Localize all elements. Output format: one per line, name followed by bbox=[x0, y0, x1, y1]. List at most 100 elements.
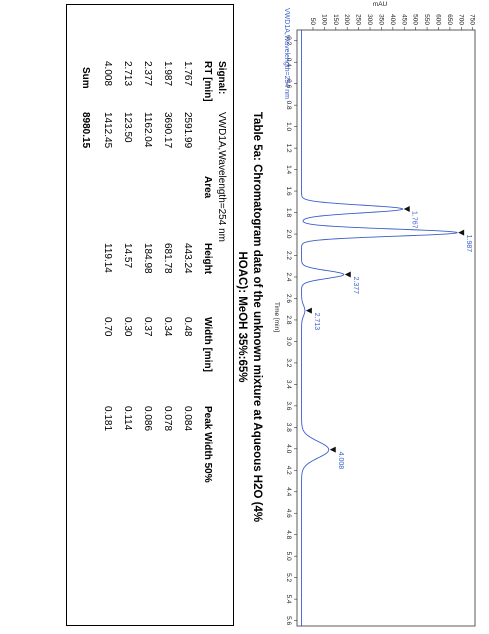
x-tick-label: 1.6 bbox=[285, 187, 292, 196]
x-tick-label: 4.6 bbox=[285, 509, 292, 518]
cell-rt: 2.713 bbox=[122, 61, 133, 87]
header-area: Area bbox=[202, 176, 213, 199]
cell-width: 0.30 bbox=[122, 317, 133, 337]
x-tick-label: 0.8 bbox=[285, 101, 292, 110]
cell-peak-width: 0.181 bbox=[102, 406, 113, 432]
x-tick-label: 3.6 bbox=[285, 401, 292, 410]
cell-peak-width: 0.084 bbox=[182, 406, 193, 432]
chart-legend: VWD1A,Wavelength=254 nm bbox=[283, 8, 290, 99]
cell-rt: 2.377 bbox=[142, 61, 153, 87]
cell-height: 681.78 bbox=[162, 243, 173, 274]
cell-width: 0.34 bbox=[162, 317, 173, 337]
y-axis-title: mAU bbox=[373, 1, 388, 8]
x-tick-label: 5.4 bbox=[285, 595, 292, 604]
y-tick-label: 300 bbox=[366, 14, 373, 25]
y-tick-label: 50 bbox=[309, 18, 316, 26]
header-width: Width [min] bbox=[202, 317, 213, 372]
x-tick-label: 2.2 bbox=[285, 251, 292, 260]
cell-height: 443.24 bbox=[182, 243, 193, 274]
x-tick-label: 0.2 bbox=[285, 36, 292, 45]
header-height: Height bbox=[202, 243, 213, 275]
chromatogram-table: Signal: VWD1A,Wavelength=254 nm RT [min]… bbox=[66, 4, 234, 626]
y-tick-label: 250 bbox=[355, 14, 362, 25]
y-tick-label: 150 bbox=[332, 14, 339, 25]
chromatogram-chart: 0.2 0.4 0.6 0.8 1.0 1.2 1.4 1.6 1.8 2.0 2.2 2.4 2.6 2… bbox=[269, 0, 489, 634]
cell-width: 0.37 bbox=[142, 317, 153, 337]
cell-peak-width: 0.086 bbox=[142, 406, 153, 432]
cell-rt: 4.008 bbox=[102, 61, 113, 87]
sum-label: Sum bbox=[80, 67, 91, 89]
x-tick-label: 4.8 bbox=[285, 530, 292, 539]
y-tick-label: 200 bbox=[343, 14, 350, 25]
caption-line-2: HOAC): MeOH 35%:65% bbox=[236, 251, 248, 383]
table-row: 1.987 3690.17 681.78 0.34 0.078 bbox=[159, 5, 173, 625]
x-tick-label: 0.6 bbox=[285, 79, 292, 88]
x-tick-label: 0.4 bbox=[285, 58, 292, 67]
plot-frame bbox=[296, 29, 476, 627]
y-tick-label: 450 bbox=[400, 14, 407, 25]
cell-rt: 1.767 bbox=[182, 61, 193, 87]
header-peak-width: Peak Width 50% bbox=[202, 406, 213, 483]
y-tick-label: 100 bbox=[320, 14, 327, 25]
peak-marker bbox=[403, 206, 410, 213]
table-row: 4.008 1412.45 119.14 0.70 0.181 bbox=[99, 5, 113, 625]
cell-height: 14.57 bbox=[122, 243, 133, 269]
x-tick-label: 2.8 bbox=[285, 315, 292, 324]
chromatogram-trace bbox=[301, 30, 459, 626]
table-row: 2.713 123.50 14.57 0.30 0.114 bbox=[119, 5, 133, 625]
y-tick-label: 550 bbox=[423, 14, 430, 25]
chart-ticks: 0.2 0.4 0.6 0.8 1.0 1.2 1.4 1.6 1.8 2.0 2.2 2.4 2.6 2… bbox=[285, 14, 476, 625]
x-tick-label: 1.8 bbox=[285, 208, 292, 217]
x-tick-label: 3.8 bbox=[285, 423, 292, 432]
x-tick-label: 5.2 bbox=[285, 573, 292, 582]
cell-area: 2591.99 bbox=[182, 112, 193, 149]
signal-label: Signal: bbox=[216, 61, 227, 95]
x-tick-label: 3.4 bbox=[285, 380, 292, 389]
x-tick-label: 1.0 bbox=[285, 122, 292, 131]
peak-label: 1.767 bbox=[411, 211, 418, 229]
caption-line-1: Table 5a: Chromatogram data of the unkno… bbox=[251, 111, 263, 523]
cell-rt: 1.987 bbox=[162, 61, 173, 87]
x-tick-label: 4.0 bbox=[285, 444, 292, 453]
x-tick-label: 1.4 bbox=[285, 165, 292, 174]
peak-marker bbox=[305, 307, 312, 314]
cell-area: 3690.17 bbox=[162, 112, 173, 149]
cell-area: 123.50 bbox=[122, 112, 133, 143]
y-tick-label: 700 bbox=[457, 14, 464, 25]
x-tick-label: 2.6 bbox=[285, 294, 292, 303]
x-tick-label: 4.4 bbox=[285, 487, 292, 496]
x-tick-label: 5.0 bbox=[285, 552, 292, 561]
x-tick-label: 2.4 bbox=[285, 272, 292, 281]
sum-value: 8980.15 bbox=[80, 112, 91, 149]
y-tick-label: 500 bbox=[412, 14, 419, 25]
table-sum-row: Sum 8980.15 bbox=[77, 5, 91, 625]
cell-width: 0.48 bbox=[182, 317, 193, 337]
cell-area: 1412.45 bbox=[102, 112, 113, 149]
y-tick-label: 650 bbox=[446, 14, 453, 25]
table-header-row: RT [min] Area Height Width [min] Peak Wi… bbox=[199, 5, 213, 625]
table-row: 2.377 1162.04 184.98 0.37 0.086 bbox=[139, 5, 153, 625]
cell-width: 0.70 bbox=[102, 317, 113, 337]
x-tick-label: 1.2 bbox=[285, 144, 292, 153]
table-caption: Table 5a: Chromatogram data of the unkno… bbox=[234, 0, 264, 634]
x-tick-label: 4.2 bbox=[285, 466, 292, 475]
y-tick-label: 750 bbox=[469, 14, 476, 25]
cell-height: 119.14 bbox=[102, 243, 113, 273]
y-tick-label: 350 bbox=[377, 14, 384, 25]
chart-peak-markers: 1.767 1.987 2.377 2.713 4.008 bbox=[305, 206, 472, 470]
peak-marker bbox=[344, 271, 351, 278]
chart-plot bbox=[301, 30, 459, 626]
cell-peak-width: 0.078 bbox=[162, 406, 173, 432]
x-tick-label: 2.0 bbox=[285, 230, 292, 239]
x-tick-label: 5.6 bbox=[285, 616, 292, 625]
cell-height: 184.98 bbox=[142, 243, 153, 274]
peak-label: 2.377 bbox=[352, 277, 359, 295]
peak-label: 4.008 bbox=[337, 452, 344, 470]
table-row: 1.767 2591.99 443.24 0.48 0.084 bbox=[179, 5, 193, 625]
cell-peak-width: 0.114 bbox=[122, 406, 133, 431]
y-tick-label: 600 bbox=[434, 14, 441, 25]
x-axis-title: Time [min] bbox=[273, 302, 280, 332]
chart-axes bbox=[296, 29, 476, 627]
signal-value: VWD1A,Wavelength=254 nm bbox=[216, 112, 227, 242]
